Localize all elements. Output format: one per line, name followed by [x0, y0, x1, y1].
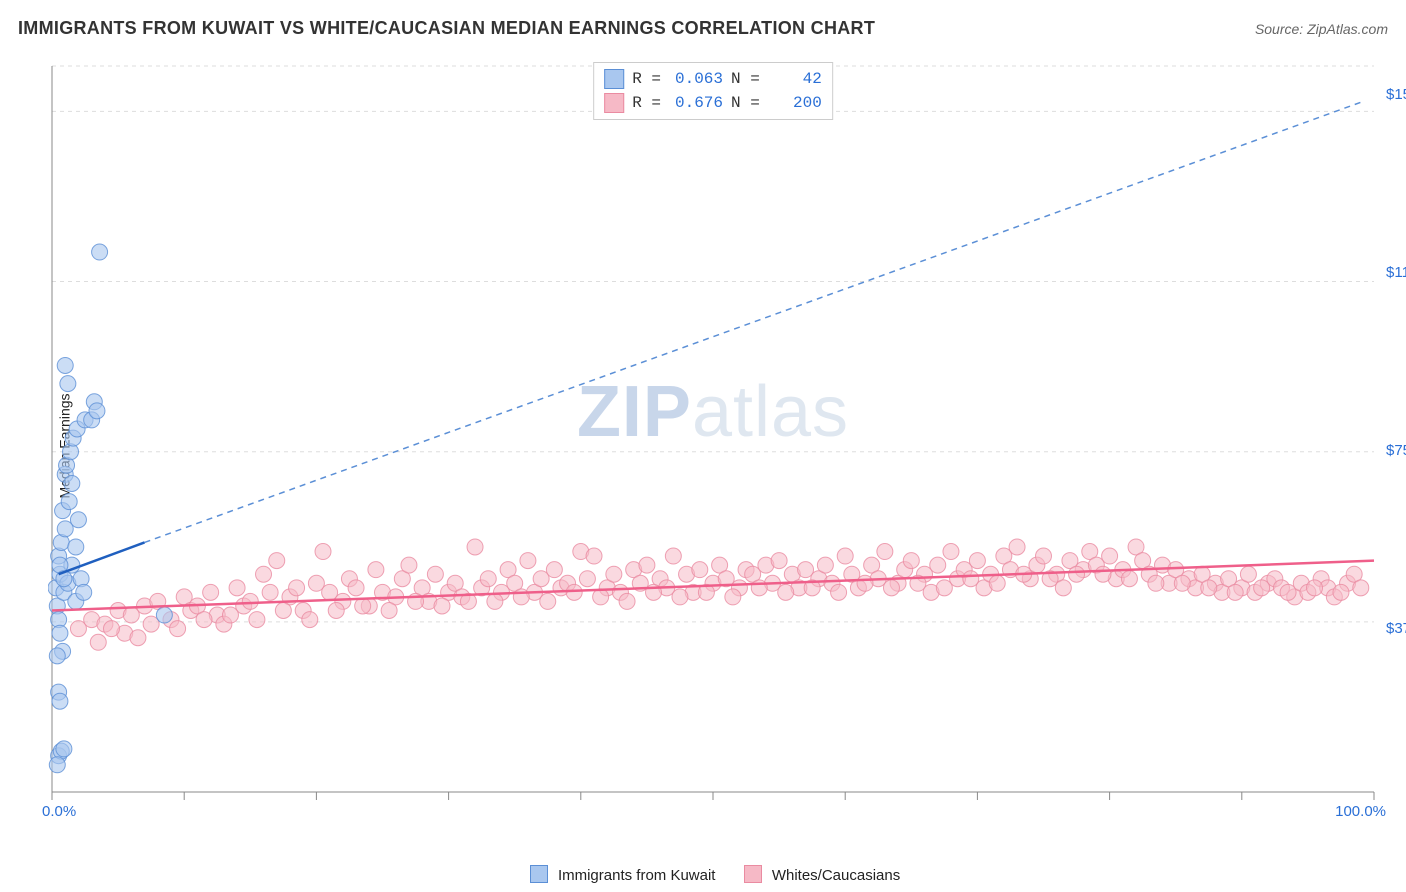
r-label: R =	[632, 91, 661, 115]
source-attribution: Source: ZipAtlas.com	[1255, 21, 1388, 37]
legend-swatch-whites	[604, 93, 624, 113]
n-value-whites: 200	[768, 91, 822, 115]
legend-row-whites: R = 0.676 N = 200	[604, 91, 822, 115]
legend-label-kuwait: Immigrants from Kuwait	[558, 867, 716, 884]
legend-label-whites: Whites/Caucasians	[772, 867, 900, 884]
y-tick-37500: $37,500	[1386, 620, 1406, 637]
n-label: N =	[731, 91, 760, 115]
n-value-kuwait: 42	[768, 67, 822, 91]
legend-swatch-kuwait-bottom	[530, 865, 548, 883]
x-tick-100: 100.0%	[1335, 803, 1386, 820]
r-label: R =	[632, 67, 661, 91]
x-tick-0: 0.0%	[42, 803, 76, 820]
y-tick-112500: $112,500	[1386, 264, 1406, 281]
chart-title: IMMIGRANTS FROM KUWAIT VS WHITE/CAUCASIA…	[18, 18, 875, 39]
y-tick-75000: $75,000	[1386, 442, 1406, 459]
chart-container: ZIPatlas R = 0.063 N = 42 R = 0.676 N = …	[48, 62, 1378, 822]
legend-row-kuwait: R = 0.063 N = 42	[604, 67, 822, 91]
y-tick-150000: $150,000	[1386, 86, 1406, 103]
correlation-legend-box: R = 0.063 N = 42 R = 0.676 N = 200	[593, 62, 833, 120]
n-label: N =	[731, 67, 760, 91]
legend-swatch-whites-bottom	[744, 865, 762, 883]
scatter-chart	[48, 62, 1378, 822]
legend-swatch-kuwait	[604, 69, 624, 89]
r-value-kuwait: 0.063	[669, 67, 723, 91]
series-legend: Immigrants from Kuwait Whites/Caucasians	[0, 865, 1406, 884]
r-value-whites: 0.676	[669, 91, 723, 115]
